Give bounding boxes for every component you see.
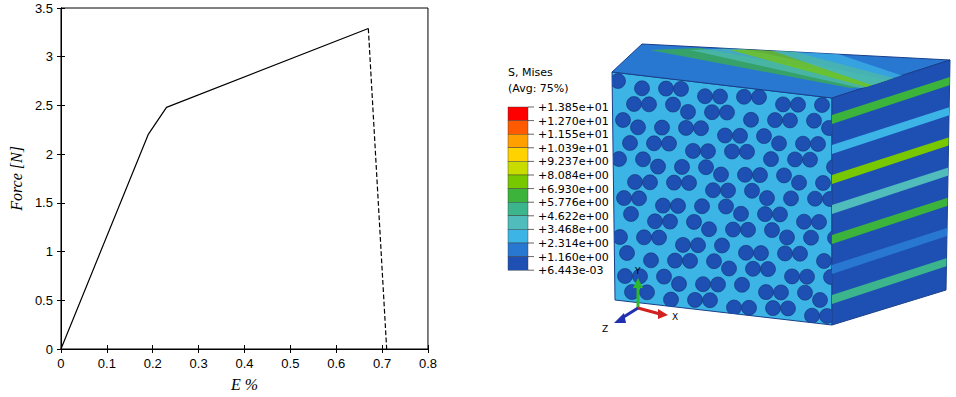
svg-text:+1.155e+01: +1.155e+01 [538,128,609,141]
svg-text:+6.930e+00: +6.930e+00 [538,183,609,196]
svg-text:0.1: 0.1 [98,356,116,371]
svg-text:+1.039e+01: +1.039e+01 [538,142,609,155]
svg-text:+2.314e+00: +2.314e+00 [538,237,609,250]
svg-text:+1.385e+01: +1.385e+01 [538,101,609,114]
svg-text:+1.270e+01: +1.270e+01 [538,115,609,128]
svg-text:E %: E % [230,376,258,393]
svg-text:+6.443e-03: +6.443e-03 [538,264,603,277]
svg-text:0.5: 0.5 [281,356,299,371]
svg-text:Y: Y [634,266,641,276]
svg-text:+9.237e+00: +9.237e+00 [538,155,609,168]
svg-text:+5.776e+00: +5.776e+00 [538,196,609,209]
svg-text:+4.622e+00: +4.622e+00 [538,210,609,223]
svg-text:+3.468e+00: +3.468e+00 [538,223,609,236]
svg-text:+1.160e+00: +1.160e+00 [538,251,609,264]
svg-text:0.6: 0.6 [327,356,345,371]
svg-text:1.5: 1.5 [35,195,53,210]
svg-text:3.5: 3.5 [35,1,53,16]
svg-text:0.3: 0.3 [190,356,208,371]
svg-text:2.5: 2.5 [35,98,53,113]
svg-text:0.7: 0.7 [373,356,391,371]
svg-text:+8.084e+00: +8.084e+00 [538,169,609,182]
svg-text:Force [N]: Force [N] [8,146,25,212]
svg-text:1: 1 [46,244,53,259]
svg-text:X: X [672,312,678,322]
svg-text:3: 3 [46,49,53,64]
svg-text:0: 0 [46,342,53,357]
svg-text:2: 2 [46,147,53,162]
svg-text:0: 0 [57,356,64,371]
svg-text:(Avg: 75%): (Avg: 75%) [508,82,569,95]
svg-text:0.5: 0.5 [35,293,53,308]
svg-text:0.2: 0.2 [144,356,162,371]
svg-text:0.8: 0.8 [419,356,437,371]
svg-text:0.4: 0.4 [235,356,253,371]
svg-text:Z: Z [602,324,608,334]
svg-text:S, Mises: S, Mises [508,66,553,79]
